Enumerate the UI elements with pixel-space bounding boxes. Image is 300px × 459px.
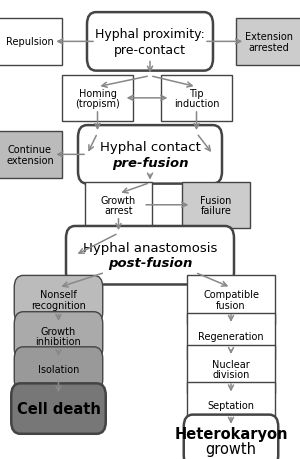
FancyBboxPatch shape bbox=[62, 75, 133, 122]
Text: induction: induction bbox=[174, 99, 219, 109]
Text: failure: failure bbox=[201, 206, 231, 216]
Text: Hyphal anastomosis: Hyphal anastomosis bbox=[83, 241, 217, 254]
Text: Cell death: Cell death bbox=[16, 401, 101, 416]
Text: Nonself: Nonself bbox=[40, 290, 77, 300]
Text: pre-fusion: pre-fusion bbox=[112, 156, 188, 169]
FancyBboxPatch shape bbox=[85, 182, 152, 229]
Text: growth: growth bbox=[206, 441, 256, 456]
Text: Growth: Growth bbox=[41, 326, 76, 336]
FancyBboxPatch shape bbox=[187, 382, 275, 427]
FancyBboxPatch shape bbox=[184, 415, 278, 459]
Text: Extension: Extension bbox=[244, 32, 292, 42]
Text: Homing: Homing bbox=[79, 89, 116, 98]
Text: pre-contact: pre-contact bbox=[114, 44, 186, 56]
Text: Regeneration: Regeneration bbox=[198, 331, 264, 341]
FancyBboxPatch shape bbox=[187, 345, 275, 393]
Text: Hyphal contact: Hyphal contact bbox=[100, 141, 200, 154]
FancyBboxPatch shape bbox=[161, 75, 232, 122]
FancyBboxPatch shape bbox=[66, 226, 234, 285]
FancyBboxPatch shape bbox=[236, 19, 300, 66]
FancyBboxPatch shape bbox=[87, 13, 213, 72]
Text: Continue: Continue bbox=[8, 145, 52, 155]
FancyBboxPatch shape bbox=[11, 384, 106, 434]
Text: Growth: Growth bbox=[101, 195, 136, 205]
Text: arrested: arrested bbox=[248, 43, 289, 52]
Text: Septation: Septation bbox=[208, 400, 254, 409]
Text: arrest: arrest bbox=[104, 206, 133, 216]
Text: Nuclear: Nuclear bbox=[212, 359, 250, 369]
Text: Hyphal proximity:: Hyphal proximity: bbox=[95, 28, 205, 41]
Text: Tip: Tip bbox=[189, 89, 204, 98]
Text: fusion: fusion bbox=[216, 300, 246, 310]
Text: post-fusion: post-fusion bbox=[108, 257, 192, 270]
Text: recognition: recognition bbox=[31, 300, 86, 310]
FancyBboxPatch shape bbox=[0, 132, 62, 178]
Text: Repulsion: Repulsion bbox=[6, 37, 54, 47]
Text: Fusion: Fusion bbox=[200, 195, 232, 205]
FancyBboxPatch shape bbox=[14, 312, 103, 360]
FancyBboxPatch shape bbox=[78, 126, 222, 184]
Text: (tropism): (tropism) bbox=[75, 99, 120, 109]
FancyBboxPatch shape bbox=[14, 347, 103, 392]
Text: Compatible: Compatible bbox=[203, 290, 259, 300]
FancyBboxPatch shape bbox=[14, 276, 103, 324]
FancyBboxPatch shape bbox=[182, 182, 250, 229]
FancyBboxPatch shape bbox=[187, 276, 275, 324]
Text: inhibition: inhibition bbox=[36, 336, 81, 347]
FancyBboxPatch shape bbox=[187, 313, 275, 359]
FancyBboxPatch shape bbox=[0, 19, 62, 66]
Text: division: division bbox=[212, 369, 250, 380]
Text: extension: extension bbox=[6, 155, 54, 165]
Text: Isolation: Isolation bbox=[38, 364, 79, 374]
Text: Heterokaryon: Heterokaryon bbox=[174, 426, 288, 441]
